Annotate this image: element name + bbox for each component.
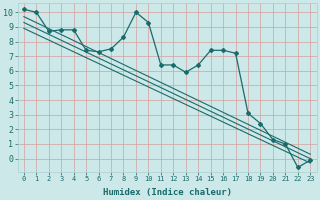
X-axis label: Humidex (Indice chaleur): Humidex (Indice chaleur) [103, 188, 232, 197]
